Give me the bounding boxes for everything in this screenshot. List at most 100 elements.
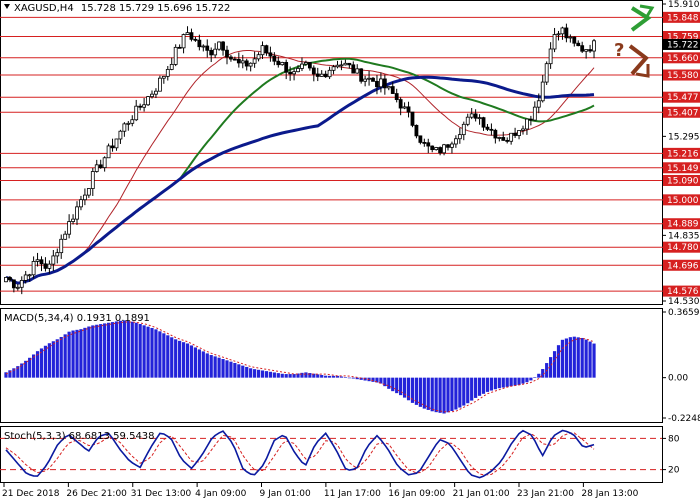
macd-bar-88 <box>351 377 355 379</box>
macd-bar-132 <box>525 377 529 383</box>
level-labels: 15.848 15.759 15.660 15.580 15.477 15.407 15.2… <box>663 11 700 297</box>
candle-body-71 <box>284 62 289 73</box>
candle-body-73 <box>292 71 296 75</box>
macd-bar-144 <box>572 336 576 378</box>
macd-bar-116 <box>462 377 466 406</box>
macd-bar-138 <box>549 357 553 378</box>
candle-body-48 <box>193 38 198 41</box>
candle-body-36 <box>146 96 150 106</box>
candle-body-42 <box>169 64 174 70</box>
macd-bar-125 <box>497 377 501 389</box>
macd-bar-46 <box>185 343 190 378</box>
macd-bar-26 <box>106 322 111 378</box>
candle-body-133 <box>528 118 533 121</box>
candle-body-40 <box>161 75 166 79</box>
candle-body-1 <box>8 277 12 281</box>
candle-body-29 <box>118 130 123 140</box>
down-arrow-icon <box>628 44 649 76</box>
macd-bar-8 <box>35 351 40 378</box>
macd-histogram <box>4 320 596 414</box>
candle-body-93 <box>371 77 375 82</box>
candle-body-8 <box>35 259 40 262</box>
macd-bar-36 <box>146 326 150 378</box>
down-arrow-head-icon <box>635 64 650 78</box>
macd-bar-10 <box>43 345 48 378</box>
chart-collapse-icon[interactable] <box>4 4 10 9</box>
candle-body-145 <box>576 42 581 47</box>
candle-body-56 <box>225 49 229 58</box>
macd-bar-118 <box>470 377 474 401</box>
macd-bar-120 <box>477 377 482 396</box>
macd-bar-34 <box>138 324 142 378</box>
level-label-13: 14.576 <box>667 287 699 297</box>
candle-body-0 <box>4 277 8 283</box>
macd-bar-126 <box>501 377 505 388</box>
macd-bar-95 <box>379 377 383 384</box>
candle-body-132 <box>525 118 529 130</box>
candle-body-115 <box>457 134 462 140</box>
macd-bar-28 <box>114 321 119 378</box>
macd-bar-57 <box>229 361 233 378</box>
macd-signal-line <box>5 321 595 413</box>
up-arrow-icon <box>630 6 652 32</box>
macd-bar-128 <box>509 377 513 387</box>
candle-body-62 <box>248 62 253 67</box>
macd-bar-59 <box>237 364 241 378</box>
macd-bar-93 <box>371 377 375 382</box>
macd-bar-112 <box>446 377 450 413</box>
candle-body-75 <box>300 63 304 69</box>
macd-bar-123 <box>489 377 494 391</box>
macd-bar-111 <box>442 377 446 414</box>
time-tick-label-8: 23 Jan 21:00 <box>517 489 574 499</box>
candle-body-122 <box>485 126 490 130</box>
macd-bar-76 <box>304 372 308 378</box>
macd-bar-83 <box>331 375 336 378</box>
candle-body-25 <box>102 157 107 169</box>
candle-body-116 <box>461 123 466 136</box>
macd-bar-96 <box>383 377 387 387</box>
macd-bar-42 <box>170 337 174 378</box>
macd-bar-127 <box>505 377 509 387</box>
stoch-main-line <box>5 429 595 479</box>
level-label-bg-11 <box>663 241 700 253</box>
macd-bar-130 <box>517 377 521 385</box>
macd-bar-23 <box>95 324 99 378</box>
price-tick-label-6: 14.835 <box>668 231 700 241</box>
macd-bar-124 <box>493 377 497 390</box>
macd-bar-145 <box>576 337 580 378</box>
candle-body-92 <box>367 77 371 80</box>
level-label-8: 15.090 <box>667 176 699 186</box>
current-price-bg <box>663 38 700 50</box>
macd-header: MACD(5,34,4) 0.1931 0.1891 <box>4 313 150 324</box>
candle-body-128 <box>509 132 514 142</box>
candle-body-27 <box>110 145 115 149</box>
time-tick-label-2: 31 Dec 13:00 <box>131 489 192 499</box>
macd-bar-115 <box>458 377 462 408</box>
candle-body-142 <box>564 27 569 39</box>
macd-bar-108 <box>430 377 434 412</box>
level-label-bg-6 <box>663 147 700 159</box>
candle-body-38 <box>154 90 158 95</box>
question-mark: ? <box>614 40 624 61</box>
macd-bar-20 <box>83 327 87 378</box>
macd-bar-85 <box>339 376 344 378</box>
macd-bar-122 <box>485 377 490 392</box>
candle-body-12 <box>51 255 56 265</box>
level-label-bg-1 <box>663 30 700 42</box>
candle-body-130 <box>517 130 521 136</box>
macd-bar-102 <box>406 377 411 401</box>
macd-bar-6 <box>28 357 32 378</box>
macd-bar-30 <box>122 320 126 378</box>
macd-bar-53 <box>213 356 217 378</box>
macd-bar-68 <box>272 372 276 378</box>
level-label-bg-0 <box>663 11 700 23</box>
macd-bar-97 <box>387 377 391 389</box>
candle-body-124 <box>493 129 498 139</box>
candle-body-43 <box>173 46 178 65</box>
macd-bar-54 <box>217 357 221 378</box>
macd-bar-105 <box>418 377 422 407</box>
candle-body-79 <box>315 73 320 77</box>
candle-body-123 <box>489 128 494 131</box>
macd-bar-21 <box>87 326 91 378</box>
stoch-axis: 80 20 <box>662 434 680 476</box>
